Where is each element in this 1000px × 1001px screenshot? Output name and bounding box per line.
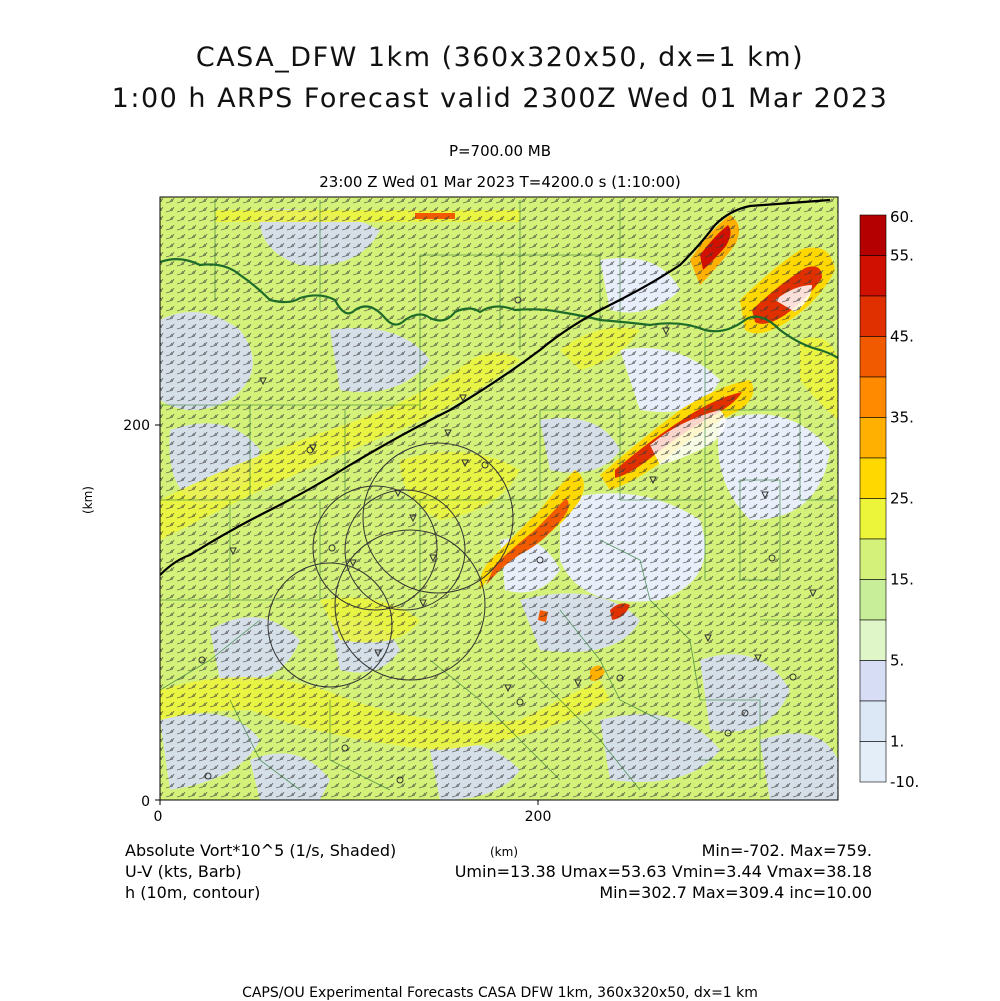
- colorbar-swatch: [859, 660, 887, 702]
- county-boundaries: [160, 200, 838, 791]
- colorbar-swatch: [859, 417, 887, 459]
- legend-field-height: h (10m, contour): [125, 883, 261, 902]
- x-tick-200: 200: [525, 809, 552, 825]
- x-tick-0: 0: [154, 809, 163, 825]
- colorbar-swatch: [859, 255, 887, 297]
- colorbar-label: 15.: [890, 571, 914, 589]
- colorbar-label: 60.: [890, 208, 914, 226]
- colorbar-label: 1.: [890, 733, 904, 751]
- map-panel: [160, 197, 838, 800]
- legend-field-vorticity: Absolute Vort*10^5 (1/s, Shaded): [125, 841, 397, 860]
- legend-height-stats: Min=302.7 Max=309.4 inc=10.00: [599, 883, 872, 902]
- colorbar-label: -10.: [890, 773, 919, 791]
- colorbar-swatch: [859, 336, 887, 378]
- colorbar-label: 45.: [890, 328, 914, 346]
- colorbar-swatch: [859, 295, 887, 337]
- y-tick-0: 0: [141, 794, 150, 810]
- colorbar-label: 35.: [890, 409, 914, 427]
- colorbar-swatch: [859, 498, 887, 540]
- station-markers: [198, 296, 817, 784]
- map-frame: [159, 196, 839, 801]
- colorbar-swatch: [859, 214, 887, 256]
- colorbar-label: 5.: [890, 652, 904, 670]
- legend-wind-stats: Umin=13.38 Umax=53.63 Vmin=3.44 Vmax=38.…: [454, 862, 872, 881]
- wind-barbs: [160, 197, 838, 800]
- legend-vorticity-stats: Min=-702. Max=759.: [701, 841, 872, 860]
- colorbar-labels: 60. 55. 45. 35. 25. 15. 5. 1. -10.: [890, 208, 919, 791]
- colorbar-swatch: [859, 457, 887, 499]
- footer-credit: CAPS/OU Experimental Forecasts CASA DFW …: [242, 985, 758, 1001]
- h-contour-line: [160, 198, 831, 576]
- axes: 200 0 0 200 (km): [81, 418, 551, 825]
- y-axis-unit: (km): [81, 486, 95, 514]
- chart-title-line2: 1:00 h ARPS Forecast valid 2300Z Wed 01 …: [111, 83, 889, 114]
- colorbar-label: 25.: [890, 490, 914, 508]
- colorbar-swatch: [859, 579, 887, 621]
- pressure-level-label: P=700.00 MB: [448, 142, 552, 160]
- colorbar-label: 55.: [890, 247, 914, 265]
- colorbar-swatch: [859, 741, 887, 783]
- legend-field-wind: U-V (kts, Barb): [125, 862, 242, 881]
- colorbar-swatch: [859, 376, 887, 418]
- y-tick-200: 200: [123, 418, 150, 434]
- colorbar: [859, 214, 887, 783]
- colorbar-swatch: [859, 538, 887, 580]
- red-river-boundary: [160, 258, 838, 359]
- valid-time-label: 23:00 Z Wed 01 Mar 2023 T=4200.0 s (1:10…: [319, 173, 681, 191]
- colorbar-swatch: [859, 700, 887, 742]
- legend-km-label: (km): [490, 845, 519, 859]
- radar-range-rings: [267, 442, 514, 688]
- colorbar-swatch: [859, 619, 887, 661]
- chart-title-line1: CASA_DFW 1km (360x320x50, dx=1 km): [195, 42, 805, 73]
